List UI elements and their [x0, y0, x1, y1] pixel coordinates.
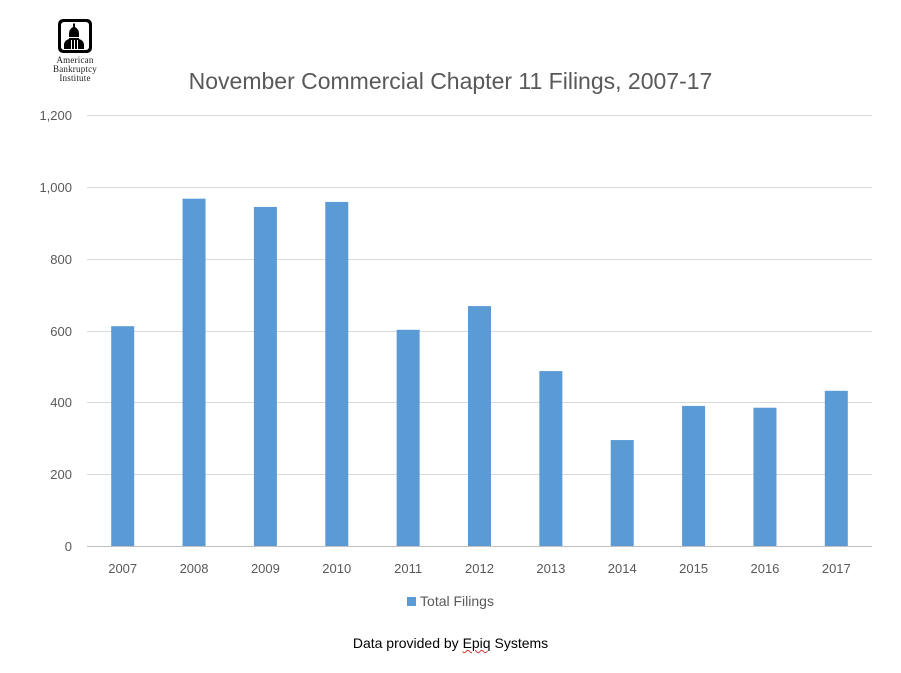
abi-logo: American Bankruptcy Institute — [40, 18, 110, 83]
y-tick-label: 1,200 — [39, 108, 72, 123]
bar — [468, 306, 491, 546]
bar — [182, 198, 206, 546]
x-tick-label: 2008 — [180, 561, 209, 576]
x-tick-label: 2016 — [750, 561, 779, 576]
y-tick-label: 200 — [50, 467, 72, 482]
bar — [111, 326, 135, 546]
bar — [396, 329, 420, 546]
logo-line: Institute — [59, 73, 91, 83]
legend-label: Total Filings — [420, 593, 494, 609]
x-tick-label: 2014 — [608, 561, 637, 576]
x-tick-label: 2017 — [822, 561, 851, 576]
x-tick-label: 2007 — [108, 561, 137, 576]
data-source-note: Data provided by Epiq Systems — [0, 635, 901, 651]
chart-legend: Total Filings — [0, 593, 901, 609]
bar — [325, 201, 349, 546]
y-tick-label: 1,000 — [39, 180, 72, 195]
y-tick-label: 400 — [50, 395, 72, 410]
logo-line: Bankruptcy — [53, 64, 97, 74]
legend-swatch — [407, 597, 417, 606]
bar — [824, 390, 848, 546]
bar — [539, 371, 563, 546]
bar — [682, 405, 706, 546]
bar — [753, 407, 777, 546]
y-tick-label: 800 — [50, 252, 72, 267]
x-tick-label: 2010 — [322, 561, 351, 576]
source-name: Epiq — [462, 635, 491, 651]
y-tick-label: 600 — [50, 324, 72, 339]
x-tick-label: 2013 — [536, 561, 565, 576]
source-suffix: Systems — [490, 635, 549, 651]
chart-title: November Commercial Chapter 11 Filings, … — [188, 68, 713, 94]
source-prefix: Data provided by — [352, 635, 463, 651]
x-tick-label: 2009 — [251, 561, 280, 576]
capitol-dome-icon — [58, 19, 92, 53]
y-tick-label: 0 — [65, 539, 72, 554]
x-tick-label: 2012 — [465, 561, 494, 576]
logo-text: American Bankruptcy Institute — [40, 56, 110, 83]
x-tick-label: 2011 — [394, 561, 422, 576]
x-tick-label: 2015 — [679, 561, 708, 576]
bar — [253, 206, 277, 547]
bar — [610, 440, 634, 546]
logo-line: American — [56, 55, 94, 65]
